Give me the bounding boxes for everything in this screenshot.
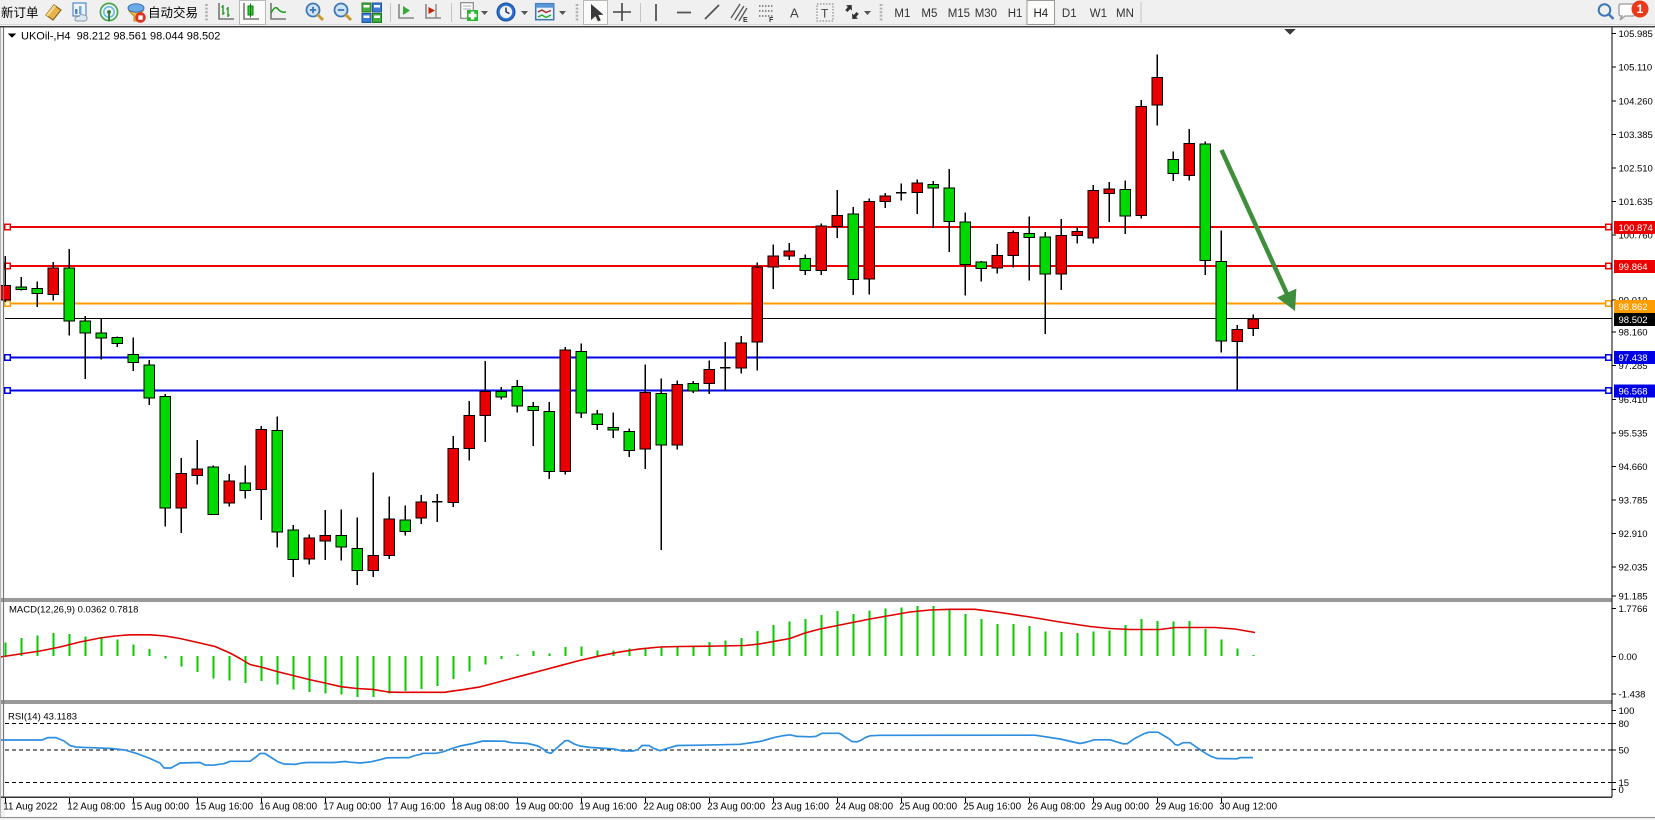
svg-text:1.7766: 1.7766 <box>1619 604 1648 615</box>
svg-text:26 Aug 08:00: 26 Aug 08:00 <box>1027 802 1085 813</box>
svg-text:A: A <box>790 6 799 21</box>
svg-text:19 Aug 00:00: 19 Aug 00:00 <box>515 802 573 813</box>
svg-text:105.110: 105.110 <box>1619 63 1653 74</box>
svg-text:M1: M1 <box>894 8 910 20</box>
svg-text:97.438: 97.438 <box>1619 353 1648 364</box>
svg-text:D1: D1 <box>1062 8 1077 20</box>
svg-text:23 Aug 00:00: 23 Aug 00:00 <box>707 802 765 813</box>
svg-text:100.874: 100.874 <box>1619 223 1653 234</box>
svg-text:0.00: 0.00 <box>1619 652 1638 663</box>
svg-text:17 Aug 00:00: 17 Aug 00:00 <box>323 802 381 813</box>
svg-text:101.635: 101.635 <box>1619 197 1653 208</box>
svg-text:M30: M30 <box>975 8 997 20</box>
svg-text:94.660: 94.660 <box>1619 462 1648 473</box>
svg-text:1: 1 <box>1637 2 1644 16</box>
svg-text:RSI(14) 43.1183: RSI(14) 43.1183 <box>8 712 77 723</box>
svg-text:-1.438: -1.438 <box>1619 689 1646 700</box>
svg-text:自动交易: 自动交易 <box>148 5 198 20</box>
svg-text:96.568: 96.568 <box>1619 386 1648 397</box>
svg-text:UKOil-,H4 98.212 98.561 98.04: UKOil-,H4 98.212 98.561 98.044 98.502 <box>21 31 220 43</box>
svg-text:H1: H1 <box>1008 8 1023 20</box>
svg-text:0: 0 <box>1619 785 1624 796</box>
svg-text:92.035: 92.035 <box>1619 563 1648 574</box>
svg-text:19 Aug 16:00: 19 Aug 16:00 <box>579 802 637 813</box>
svg-text:15 Aug 00:00: 15 Aug 00:00 <box>131 802 189 813</box>
svg-text:98.502: 98.502 <box>1619 315 1648 326</box>
svg-text:MN: MN <box>1116 8 1134 20</box>
svg-text:17 Aug 16:00: 17 Aug 16:00 <box>387 802 445 813</box>
svg-text:96.410: 96.410 <box>1619 395 1648 406</box>
svg-text:MACD(12,26,9) 0.0362 0.7818: MACD(12,26,9) 0.0362 0.7818 <box>9 605 138 616</box>
svg-text:23 Aug 16:00: 23 Aug 16:00 <box>771 802 829 813</box>
svg-text:29 Aug 16:00: 29 Aug 16:00 <box>1155 802 1213 813</box>
svg-text:30 Aug 12:00: 30 Aug 12:00 <box>1219 802 1277 813</box>
svg-text:22 Aug 08:00: 22 Aug 08:00 <box>643 802 701 813</box>
svg-text:15 Aug 16:00: 15 Aug 16:00 <box>195 802 253 813</box>
svg-text:50: 50 <box>1619 745 1630 756</box>
svg-text:102.510: 102.510 <box>1619 164 1653 175</box>
svg-text:92.910: 92.910 <box>1619 529 1648 540</box>
svg-text:97.285: 97.285 <box>1619 361 1648 372</box>
svg-text:98.862: 98.862 <box>1619 302 1648 313</box>
svg-text:18 Aug 08:00: 18 Aug 08:00 <box>451 802 509 813</box>
svg-text:25 Aug 16:00: 25 Aug 16:00 <box>963 802 1021 813</box>
svg-text:103.385: 103.385 <box>1619 130 1653 141</box>
svg-text:25 Aug 00:00: 25 Aug 00:00 <box>899 802 957 813</box>
svg-text:24 Aug 08:00: 24 Aug 08:00 <box>835 802 893 813</box>
svg-text:29 Aug 00:00: 29 Aug 00:00 <box>1091 802 1149 813</box>
svg-text:M15: M15 <box>948 8 970 20</box>
svg-text:98.160: 98.160 <box>1619 328 1648 339</box>
svg-text:11 Aug 2022: 11 Aug 2022 <box>3 802 57 813</box>
svg-text:12 Aug 08:00: 12 Aug 08:00 <box>67 802 125 813</box>
svg-text:105.985: 105.985 <box>1619 29 1653 40</box>
svg-text:E: E <box>743 17 748 24</box>
svg-text:100: 100 <box>1619 706 1635 717</box>
svg-text:100.760: 100.760 <box>1619 231 1653 242</box>
svg-text:15: 15 <box>1619 778 1630 789</box>
svg-text:95.535: 95.535 <box>1619 428 1648 439</box>
svg-text:91.185: 91.185 <box>1619 591 1648 602</box>
svg-text:80: 80 <box>1619 719 1630 730</box>
svg-text:16 Aug 08:00: 16 Aug 08:00 <box>259 802 317 813</box>
svg-text:W1: W1 <box>1090 8 1107 20</box>
svg-text:104.260: 104.260 <box>1619 96 1653 107</box>
svg-text:93.785: 93.785 <box>1619 496 1648 507</box>
svg-text:99.864: 99.864 <box>1619 262 1648 273</box>
svg-text:新订单: 新订单 <box>1 5 39 20</box>
svg-text:M5: M5 <box>921 8 937 20</box>
svg-text:H4: H4 <box>1034 8 1049 20</box>
svg-text:F: F <box>769 17 774 24</box>
svg-text:T: T <box>821 7 829 21</box>
